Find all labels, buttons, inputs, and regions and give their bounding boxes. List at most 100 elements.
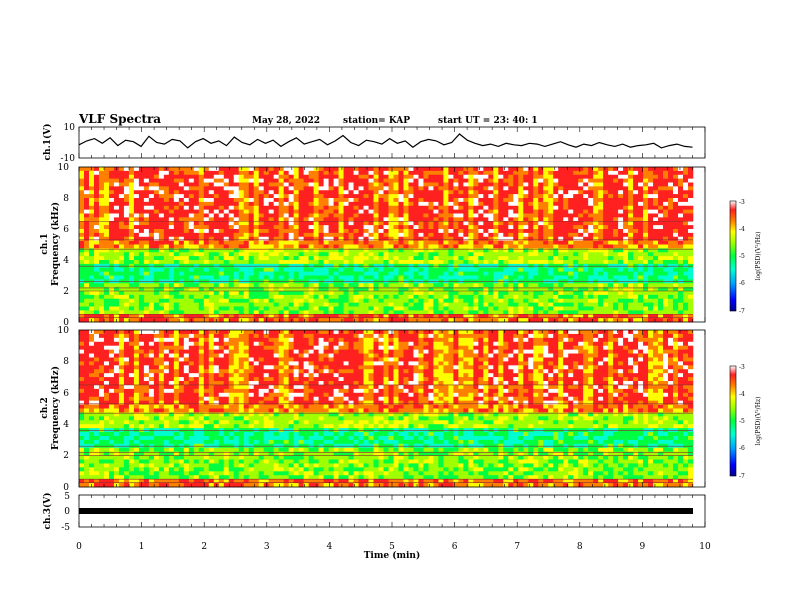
spectrogram-cell — [198, 217, 205, 222]
spectrogram-cell — [183, 178, 190, 183]
spectrogram-cell — [508, 209, 514, 214]
spectrogram-cell — [468, 306, 474, 311]
spectrogram-cell — [338, 318, 344, 323]
spectrogram-cell — [118, 194, 125, 199]
spectrogram-cell — [303, 229, 309, 234]
spectrogram-cell — [338, 167, 344, 172]
spectrogram-cell — [338, 294, 344, 300]
spectrogram-cell — [208, 240, 215, 245]
spectrogram-cell — [603, 186, 609, 191]
spectrogram-cell — [243, 310, 250, 315]
spectrogram-cell — [608, 167, 614, 172]
spectrogram-cell — [108, 198, 115, 203]
spectrogram-cell — [478, 248, 484, 253]
spectrogram-cell — [403, 205, 409, 210]
spectrogram-cell — [143, 198, 150, 203]
spectrogram-cell — [79, 170, 85, 176]
spectrogram-cell — [688, 167, 694, 172]
spectrogram-cell — [113, 248, 120, 253]
spectrogram-cell — [363, 170, 369, 176]
spectrogram-cell — [583, 194, 589, 199]
spectrogram-cell — [378, 271, 384, 276]
spectrogram-cell — [348, 201, 354, 207]
spectrogram-cell — [303, 240, 309, 245]
spectrogram-cell — [583, 287, 589, 292]
spectrogram-cell — [503, 236, 509, 241]
spectrogram-cell — [143, 298, 150, 303]
spectrogram-cell — [158, 260, 165, 265]
spectrogram-cell — [418, 271, 424, 276]
spectrogram-cell — [338, 205, 344, 210]
spectrogram-cell — [588, 283, 594, 288]
spectrogram-cell — [613, 291, 619, 296]
spectrogram-cell — [198, 310, 205, 315]
spectrogram-cell — [258, 236, 264, 241]
spectrogram-cell — [303, 271, 309, 276]
spectrogram-cell — [243, 294, 250, 300]
spectrogram-cell — [218, 310, 225, 315]
spectrogram-cell — [123, 291, 130, 296]
spectrogram-cell — [323, 310, 329, 315]
spectrogram-cell — [348, 302, 354, 307]
spectrogram-cell — [253, 174, 260, 179]
spectrogram-cell — [298, 174, 304, 179]
spectrogram-cell — [648, 318, 654, 323]
spectrogram-cell — [163, 306, 170, 311]
spectrogram-cell — [628, 174, 634, 179]
spectrogram-cell — [343, 201, 349, 207]
spectrogram-cell — [98, 314, 105, 319]
spectrogram-cell — [508, 287, 514, 292]
spectrogram-cell — [98, 240, 105, 245]
spectrogram-cell — [508, 302, 514, 307]
spectrogram-cell — [523, 271, 529, 276]
spectrogram-cell — [278, 271, 284, 276]
spectrogram-cell — [608, 283, 614, 288]
spectrogram-cell — [448, 236, 454, 241]
spectrogram-cell — [658, 213, 664, 218]
spectrogram-cell — [603, 314, 609, 319]
spectrogram-cell — [163, 221, 170, 226]
spectrogram-cell — [418, 229, 424, 234]
spectrogram-cell — [593, 287, 599, 292]
spectrogram-cell — [643, 260, 649, 265]
spectrogram-cell — [123, 182, 130, 187]
spectrogram-cell — [218, 256, 225, 261]
spectrogram-cell — [553, 283, 559, 288]
spectrogram-cell — [248, 248, 255, 253]
spectrogram-cell — [678, 232, 684, 238]
spectrogram-cell — [218, 186, 225, 191]
spectrogram-cell — [558, 201, 564, 207]
spectrogram-cell — [353, 240, 359, 245]
spectrogram-cell — [463, 225, 469, 230]
spectrogram-cell — [138, 221, 145, 226]
spectrogram-cell — [328, 198, 334, 203]
spectrogram-cell — [313, 294, 319, 300]
spectrogram-cell — [508, 236, 514, 241]
spectrogram-cell — [83, 267, 90, 272]
spectrogram-cell — [373, 182, 379, 187]
spectrogram-cell — [598, 236, 604, 241]
spectrogram-cell — [408, 194, 414, 199]
spectrogram-cell — [468, 221, 474, 226]
spectrogram-cell — [383, 294, 389, 300]
spectrogram-cell — [268, 314, 274, 319]
spectrogram-cell — [93, 291, 100, 296]
spectrogram-cell — [353, 291, 359, 296]
spectrogram-cell — [348, 267, 354, 272]
spectrogram-cell — [658, 252, 664, 257]
spectrogram-cell — [418, 217, 424, 222]
spectrogram-cell — [408, 310, 414, 315]
spectrogram-cell — [153, 267, 160, 272]
spectrogram-cell — [103, 244, 110, 249]
spectrogram-cell — [163, 248, 170, 253]
spectrogram-cell — [568, 275, 574, 280]
spectrogram-cell — [528, 271, 534, 276]
spectrogram-cell — [508, 229, 514, 234]
spectrogram-cell — [668, 306, 674, 311]
spectrogram-cell — [488, 236, 494, 241]
spectrogram-cell — [398, 260, 404, 265]
spectrogram-cell — [263, 182, 269, 187]
spectrogram-cell — [553, 287, 559, 292]
spectrogram-cell — [253, 225, 260, 230]
spectrogram-cell — [223, 194, 230, 199]
